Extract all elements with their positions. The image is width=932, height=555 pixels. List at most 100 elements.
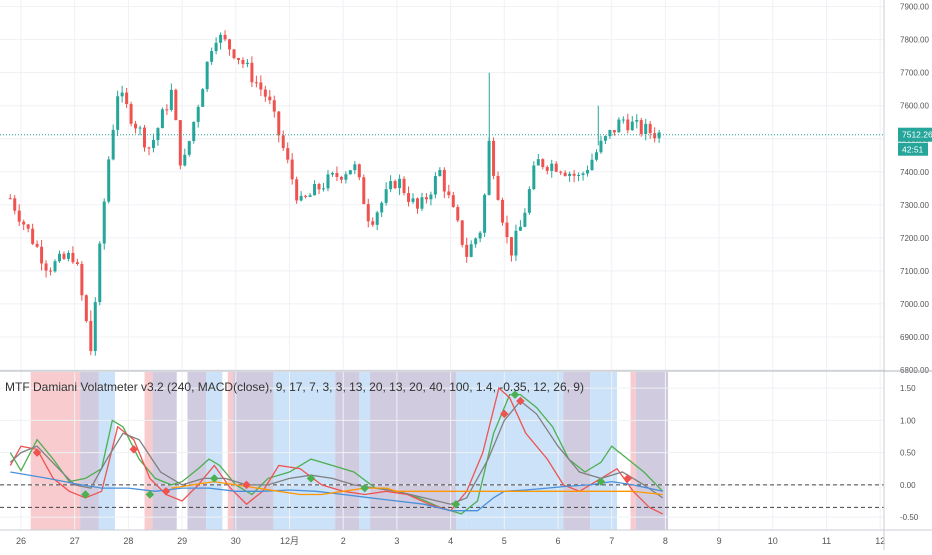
candle-body bbox=[644, 123, 648, 134]
candle-body bbox=[407, 193, 411, 202]
candle-body bbox=[375, 212, 379, 225]
candle-body bbox=[657, 132, 661, 139]
candle-body bbox=[143, 127, 147, 148]
price-tick-label: 7100.00 bbox=[900, 267, 929, 276]
candle-body bbox=[577, 175, 581, 177]
candle-body bbox=[599, 140, 603, 153]
candle-body bbox=[527, 189, 531, 213]
candle-body bbox=[581, 173, 585, 176]
price-tick-label: 7000.00 bbox=[900, 300, 929, 309]
candle-body bbox=[299, 195, 303, 201]
volatility-band bbox=[455, 372, 467, 530]
volatility-band bbox=[80, 372, 99, 530]
candle-body bbox=[183, 154, 187, 166]
candle-body bbox=[630, 121, 634, 131]
signal-marker bbox=[510, 390, 520, 399]
candle-body bbox=[501, 199, 505, 223]
candle-body bbox=[608, 130, 612, 137]
candle-body bbox=[326, 174, 330, 189]
candle-body bbox=[35, 243, 39, 247]
indicator-series-line bbox=[10, 471, 663, 512]
candle-body bbox=[22, 221, 26, 225]
candle-body bbox=[447, 191, 451, 196]
price-tick-label: 7200.00 bbox=[900, 234, 929, 243]
candle-body bbox=[639, 120, 643, 134]
candle-body bbox=[474, 238, 478, 245]
candle-body bbox=[653, 133, 657, 139]
candle-body bbox=[241, 59, 245, 65]
candle-body bbox=[259, 82, 263, 90]
candle-body bbox=[223, 34, 227, 40]
candle-body bbox=[192, 121, 196, 142]
candle-body bbox=[147, 147, 151, 149]
volatility-band bbox=[635, 372, 669, 530]
candle-body bbox=[344, 174, 348, 180]
candle-body bbox=[313, 184, 317, 196]
candle-body bbox=[438, 169, 442, 177]
candle-body bbox=[568, 173, 572, 176]
candle-body bbox=[496, 175, 500, 200]
candle-body bbox=[509, 237, 513, 256]
candle-body bbox=[429, 194, 433, 200]
candle-body bbox=[617, 119, 621, 133]
candle-body bbox=[174, 89, 178, 121]
candle-body bbox=[433, 176, 437, 195]
time-tick-label: 5 bbox=[502, 536, 507, 546]
candle-body bbox=[62, 253, 66, 259]
candle-body bbox=[456, 207, 460, 221]
candle-body bbox=[308, 195, 312, 197]
candle-body bbox=[442, 169, 446, 192]
candle-body bbox=[483, 194, 487, 233]
volatility-band bbox=[563, 372, 591, 530]
volatility-band bbox=[335, 372, 360, 530]
candle-body bbox=[116, 96, 120, 130]
signal-marker bbox=[360, 483, 369, 493]
candle-body bbox=[559, 171, 563, 173]
candle-body bbox=[286, 148, 290, 160]
volatility-band bbox=[233, 372, 274, 530]
candle-body bbox=[169, 89, 173, 110]
candle-body bbox=[411, 198, 415, 202]
signal-marker bbox=[161, 487, 171, 496]
candle-body bbox=[648, 123, 652, 134]
candle-body bbox=[160, 109, 164, 129]
candle-body bbox=[415, 198, 419, 209]
candle-body bbox=[505, 222, 509, 238]
volatility-band bbox=[273, 372, 336, 530]
candle-body bbox=[398, 178, 402, 189]
volatility-band bbox=[206, 372, 223, 530]
candle-body bbox=[201, 89, 205, 107]
candle-body bbox=[111, 129, 115, 160]
candle-body bbox=[317, 184, 321, 190]
volatility-band bbox=[359, 372, 371, 530]
indicator-tick-label: 1.00 bbox=[900, 416, 916, 425]
time-tick-label: 2 bbox=[341, 536, 346, 546]
candle-body bbox=[469, 244, 473, 257]
indicator-tick-label: 0.00 bbox=[900, 481, 916, 490]
signal-marker bbox=[451, 499, 461, 509]
signal-marker bbox=[129, 445, 139, 454]
volatility-band bbox=[187, 372, 207, 530]
candle-body bbox=[57, 253, 61, 262]
time-tick-label: 28 bbox=[123, 536, 133, 546]
time-tick-label: 12月 bbox=[280, 536, 299, 546]
candle-body bbox=[402, 178, 406, 194]
candle-body bbox=[335, 172, 339, 178]
candle-body bbox=[389, 181, 393, 190]
indicator-series-line bbox=[9, 400, 664, 505]
candle-body bbox=[178, 120, 182, 166]
indicator-grid bbox=[0, 372, 884, 530]
candle-body bbox=[40, 246, 44, 264]
indicator-title: MTF Damiani Volatmeter v3.2 (240, MACD(c… bbox=[5, 380, 584, 394]
signal-marker bbox=[516, 396, 525, 406]
price-axis: 7900.007800.007700.007600.007500.007400.… bbox=[900, 3, 929, 375]
price-tick-label: 7900.00 bbox=[900, 3, 929, 12]
price-tick-label: 7300.00 bbox=[900, 201, 929, 210]
candle-body bbox=[545, 167, 549, 171]
price-tick-label: 7600.00 bbox=[900, 102, 929, 111]
indicator-series-line bbox=[171, 480, 663, 496]
candle-body bbox=[263, 89, 267, 97]
time-tick-label: 10 bbox=[768, 536, 778, 546]
